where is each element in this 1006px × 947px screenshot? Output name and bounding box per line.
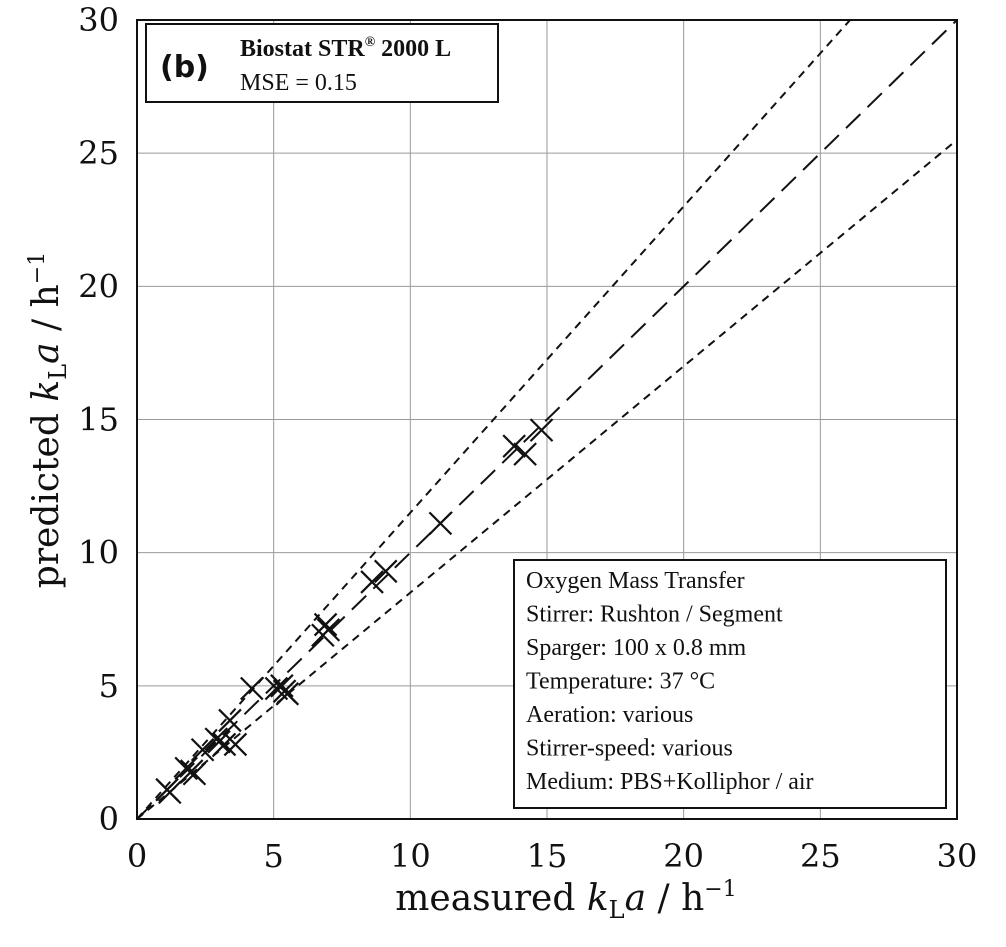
legend-line: Sparger: 100 x 0.8 mm: [526, 635, 747, 661]
y-axis-label: predicted kLa / h−1: [25, 252, 72, 588]
chart-title-suffix: 2000 L: [375, 36, 451, 62]
y-tick-label: 10: [78, 534, 119, 572]
identity-line: [137, 20, 957, 819]
y-tick-label: 0: [99, 800, 119, 838]
y-tick-label: 25: [78, 134, 119, 172]
data-point: [218, 708, 242, 733]
chart-subtitle: MSE = 0.15: [240, 70, 357, 96]
y-tick-label: 15: [78, 401, 119, 439]
y-label-a: a: [26, 342, 67, 363]
x-tick-label: 15: [527, 837, 568, 875]
data-point: [513, 442, 537, 466]
data-point: [428, 511, 453, 536]
data-point: [373, 559, 398, 584]
reference-lines: [137, 20, 957, 819]
panel-label: (b): [160, 50, 209, 85]
legend-line: Stirrer: Rushton / Segment: [526, 602, 783, 628]
data-point: [264, 676, 289, 701]
data-point: [275, 682, 300, 706]
y-tick-labels: 0 5 10 15 20 25 30: [78, 1, 119, 838]
annotation-frame: [145, 23, 499, 103]
legend-line: Stirrer-speed: various: [526, 736, 733, 762]
data-point: [223, 732, 248, 757]
x-tick-label: 25: [800, 837, 841, 875]
x-tick-label: 5: [263, 837, 283, 875]
chart-title: Biostat STR® 2000 L: [240, 35, 451, 62]
x-tick-labels: 0 5 10 15 20 25 30: [127, 837, 978, 875]
x-tick-label: 30: [937, 837, 978, 875]
y-tick-label: 5: [99, 667, 119, 705]
y-label-post: / h: [26, 284, 67, 342]
data-point: [316, 618, 341, 642]
data-point: [313, 612, 338, 637]
data-point: [360, 570, 384, 594]
plot-frame: [136, 19, 958, 820]
data-point: [212, 732, 237, 757]
deviation-line: [137, 138, 957, 819]
x-tick-label: 10: [390, 837, 431, 875]
y-label-sub: L: [44, 364, 72, 380]
chart-title-sup: ®: [365, 35, 376, 50]
legend-lines: Oxygen Mass Transfer Stirrer: Rushton / S…: [526, 568, 814, 795]
y-label-k: k: [26, 380, 67, 402]
y-tick-label: 20: [78, 267, 119, 305]
x-axis-label: measured kLa / h−1: [395, 877, 736, 924]
legend-line: Oxygen Mass Transfer: [526, 568, 745, 594]
x-label-k: k: [587, 878, 609, 919]
y-label-pre: predicted: [26, 402, 67, 589]
legend-line: Temperature: 37 °C: [526, 669, 715, 695]
x-label-post: / h: [646, 878, 704, 919]
data-points: [155, 418, 554, 805]
x-label-pre: measured: [395, 878, 587, 919]
legend-line: Medium: PBS+Kolliphor / air: [526, 769, 814, 795]
data-point: [190, 737, 215, 762]
chart-title-main: Biostat STR: [240, 36, 365, 62]
data-point: [502, 434, 526, 458]
annotation-box: (b) Biostat STR® 2000 L MSE = 0.15: [145, 23, 499, 103]
y-tick-label: 30: [78, 1, 119, 39]
x-tick-label: 0: [127, 837, 147, 875]
x-label-sup: −1: [704, 877, 736, 902]
data-point: [529, 418, 554, 442]
y-label-sup: −1: [25, 252, 50, 284]
x-tick-label: 20: [663, 837, 704, 875]
data-point: [182, 761, 207, 786]
legend-frame: [513, 559, 947, 809]
legend-line: Aeration: various: [526, 702, 693, 728]
x-label-sub: L: [609, 896, 625, 924]
data-point: [158, 780, 182, 805]
data-point: [240, 676, 264, 701]
x-label-a: a: [625, 878, 646, 919]
legend-box: Oxygen Mass Transfer Stirrer: Rushton / S…: [513, 559, 947, 809]
